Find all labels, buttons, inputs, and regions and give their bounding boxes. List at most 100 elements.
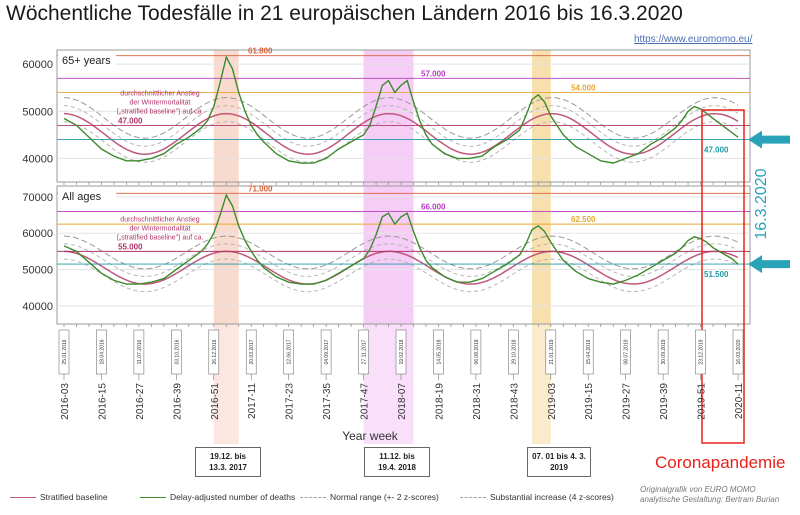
deaths-series-line [63,55,739,164]
date-label: 11.07.2016 [137,339,143,364]
x-tick-label: 2017-11 [247,383,258,419]
note-line: („stratified baseline") auf ca. [117,234,204,241]
period-line2: 2019 [550,463,568,472]
x-axis-title: Year week [342,429,399,443]
credit: Originalgrafik von EURO MOMO analytische… [640,485,779,505]
date-label: 21.01.2019 [549,339,555,364]
range-band-line [63,121,739,163]
y-tick-label: 60000 [22,228,53,240]
x-tick-label: 2019-03 [547,383,558,420]
range-band-line [63,97,739,139]
date-label: 27.11.2017 [362,339,368,364]
annotation-label: 51.500 [704,270,729,279]
date-label: 25.01.2016 [62,339,68,364]
x-tick-label: 2016-39 [172,383,183,420]
legend-label: Normal range (+- 2 z-scores) [330,492,439,502]
range-band-line [63,258,739,293]
panel-label: All ages [62,191,102,203]
date-label: 12.06.2017 [287,339,293,364]
legend-swatch [300,497,326,499]
period-line1: 19.12. bis [209,452,247,461]
legend-swatch [140,497,166,499]
corona-label: Coronapandemie [655,453,786,472]
note-line: durchschnittlicher Anstieg [120,90,199,97]
winter-shade [532,50,551,324]
x-tick-label: 2016-03 [60,383,71,420]
source-link[interactable]: https://www.euromomo.eu/ [634,34,753,45]
x-tick-label: 2016-27 [135,383,146,420]
annotation-label: 62.500 [571,215,596,224]
winter-shade [213,50,239,324]
y-tick-label: 50000 [22,106,53,118]
legend-item-baseline: Stratified baseline [10,492,108,502]
x-tick-label: 2017-35 [322,383,333,420]
period-line1: 11.12. bis [379,452,415,461]
x-tick-label: 2018-31 [472,383,483,420]
x-tick-label: 2020-11 [734,383,745,419]
legend-item-deaths: Delay-adjusted number of deaths [140,492,295,502]
date-label: 18.04.2016 [99,339,105,364]
period-box-2019: 07. 01 bis 4. 3. 2019 [527,447,591,477]
winter-shade [363,50,414,324]
date-label: 16.03.2020 [736,339,742,364]
date-label: 06.08.2018 [474,339,480,364]
legend-item-substantial: Substantial increase (4 z-scores) [460,492,614,502]
note-line: („stratified baseline") auf ca. [117,108,204,115]
legend-swatch [10,497,36,499]
legend-label: Delay-adjusted number of deaths [170,492,296,502]
legend-label: Stratified baseline [40,492,108,502]
legend-swatch [460,497,486,499]
date-label: 30.09.2019 [661,339,667,364]
x-tick-label: 2019-39 [659,383,670,420]
annotation-label: 66.000 [421,202,446,211]
x-tick-label: 2019-15 [584,383,595,420]
period-box-2017: 19.12. bis 13.3. 2017 [195,447,261,477]
y-tick-label: 40000 [22,153,53,165]
x-tick-label: 2018-19 [434,383,445,420]
annotation-label: 47.000 [118,116,143,125]
x-tick-label: 2019-27 [622,383,633,420]
note-line: der Wintermortalität [129,99,190,106]
x-axis: 25.01.2016 2016-03 18.04.2016 2016-15 11.07.… [58,329,745,443]
x-tick-label: 2018-43 [509,383,520,420]
date-label: 29.10.2018 [511,339,517,364]
date-label: 19.02.2018 [399,339,405,364]
x-tick-label: 2018-07 [397,383,408,420]
highlight-box [701,109,745,444]
legend: Stratified baseline Delay-adjusted numbe… [0,492,640,508]
panel-label: 65+ years [62,55,111,67]
range-band-line [63,243,739,277]
period-line2: 13.3. 2017 [209,463,247,472]
x-tick-label: 2016-51 [210,383,221,420]
plot-frame [56,185,751,325]
note-line: durchschnittlicher Anstieg [120,216,199,223]
baseline-line [63,250,739,285]
period-line1: 07. 01 bis 4. 3. [532,452,586,461]
panel-label-bg [58,187,116,203]
x-tick-label: 2017-23 [285,383,296,420]
panel-label-bg [58,51,116,67]
date-label: 08.07.2019 [624,339,630,364]
y-tick-label: 50000 [22,265,53,277]
y-tick-label: 70000 [22,192,53,204]
deaths-series-line [63,193,739,285]
x-tick-label: 2019-51 [697,383,708,420]
period-box-2018: 11.12. bis 19.4. 2018 [364,447,430,477]
date-label: 03.10.2016 [174,339,180,364]
panel-elderly: 40000 50000 60000 61.800 57.000 54.000 47.000 4… [22,47,790,185]
date-label: 26.12.2016 [212,339,218,364]
annotation-label: 54.000 [571,83,596,92]
y-tick-label: 60000 [22,59,53,71]
date-label: 14.05.2018 [436,339,442,364]
baseline-line [63,112,739,155]
highlight-date-label: 16.3.2020 [753,168,770,240]
y-tick-label: 40000 [22,301,53,313]
plot-frame [56,49,751,183]
note-line: der Wintermortalität [129,225,190,232]
arrow-icon [748,130,790,149]
page-title: Wöchentliche Todesfälle in 21 europäisch… [6,2,683,25]
x-tick-label: 2017-47 [360,383,371,420]
annotation-label: 71.000 [248,184,273,193]
arrow-icon [748,255,790,274]
